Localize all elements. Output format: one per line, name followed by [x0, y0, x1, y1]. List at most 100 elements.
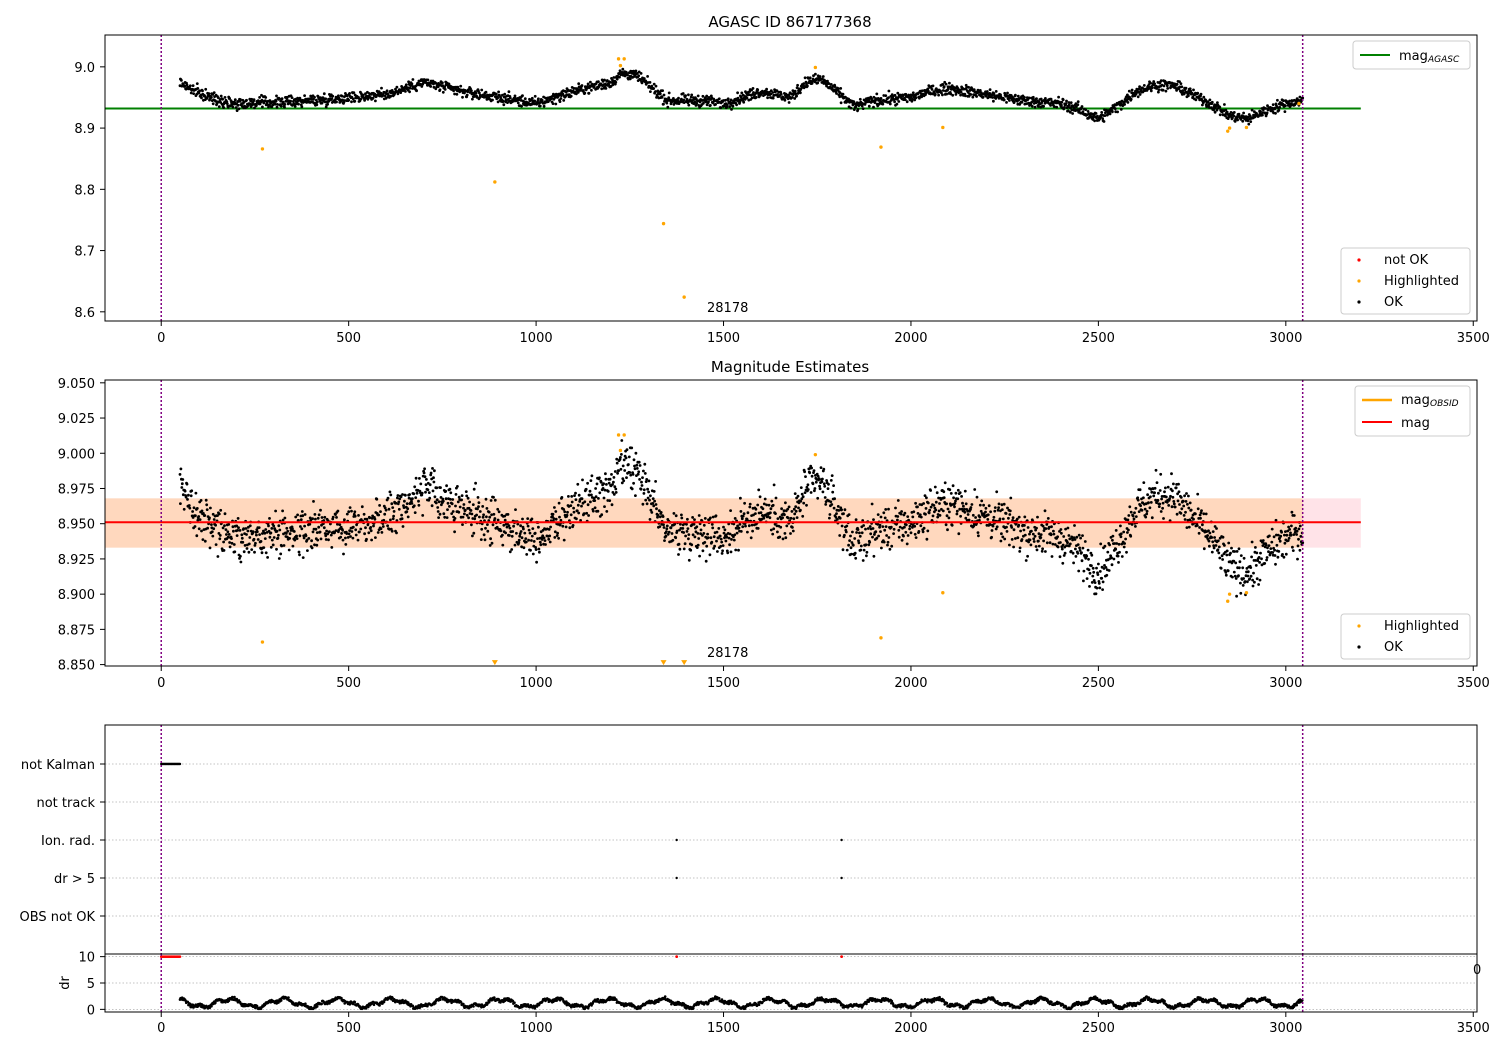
agasc-title: AGASC ID 867177368 [708, 13, 871, 31]
magnitude-ok-point [1242, 556, 1246, 560]
magnitude-ok-point [758, 495, 762, 499]
magnitude-ok-point [1129, 510, 1133, 514]
magnitude-ok-point [1232, 570, 1236, 574]
agasc-xtick-label: 0 [157, 331, 165, 346]
agasc-ok-point [975, 95, 978, 98]
magnitude-ok-point [685, 530, 689, 533]
magnitude-ok-point [623, 469, 627, 472]
agasc-ok-point [1247, 122, 1251, 126]
magnitude-ok-point [1041, 547, 1044, 551]
magnitude-ok-point [844, 530, 848, 534]
magnitude-ok-point [860, 531, 864, 535]
magnitude-ok-point [1269, 547, 1273, 550]
magnitude-ok-point [999, 539, 1003, 543]
agasc-ytick-label: 8.8 [74, 183, 95, 198]
magnitude-ok-point [211, 534, 215, 538]
magnitude-ok-point [1166, 485, 1170, 489]
magnitude-ok-point [854, 518, 858, 522]
magnitude-ok-point [1033, 534, 1037, 538]
agasc-ok-point [353, 99, 357, 103]
magnitude-ok-point [262, 546, 266, 549]
magnitude-ok-point [1119, 524, 1122, 528]
magnitude-ok-point [448, 505, 451, 508]
magnitude-ok-point [268, 535, 272, 539]
magnitude-ok-point [1183, 494, 1186, 498]
magnitude-ok-point [302, 536, 306, 540]
magnitude-ok-point [496, 507, 500, 511]
magnitude-ok-point [687, 533, 691, 536]
magnitude-ok-point [585, 511, 589, 515]
magnitude-ok-point [1164, 486, 1167, 490]
agasc-ok-point [662, 102, 665, 106]
flags-point [840, 838, 843, 842]
magnitude-ok-point [683, 542, 687, 546]
magnitude-ok-point [742, 512, 746, 516]
magnitude-ok-point [732, 538, 736, 542]
magnitude-ok-point [989, 510, 992, 514]
magnitude-ok-point [919, 515, 923, 519]
magnitude-ok-point [341, 538, 345, 542]
magnitude-ok-point [977, 534, 980, 538]
magnitude-ok-point [1280, 530, 1283, 534]
magnitude-ok-point [298, 534, 302, 538]
magnitude-ok-point [1139, 504, 1142, 508]
agasc-ok-point [986, 96, 990, 99]
magnitude-ok-point [279, 552, 283, 556]
magnitude-ok-point [450, 502, 454, 506]
agasc-ok-point [1161, 88, 1165, 92]
magnitude-ok-point [801, 495, 805, 499]
magnitude-ok-point [1017, 515, 1021, 519]
magnitude-ok-point [437, 516, 440, 519]
agasc-ok-point [1100, 111, 1104, 114]
magnitude-ok-point [354, 533, 358, 537]
agasc-ok-point [1223, 103, 1226, 106]
magnitude-ok-point [417, 503, 421, 507]
magnitude-ok-point [769, 511, 772, 515]
magnitude-ok-point [391, 517, 395, 521]
agasc-ok-point [1058, 100, 1061, 104]
magnitude-ok-point [197, 527, 201, 531]
agasc-ok-point [839, 87, 843, 90]
magnitude-ok-point [884, 508, 888, 511]
magnitude-ok-point [817, 477, 821, 481]
agasc-ok-point [796, 83, 799, 87]
agasc-ok-point [626, 73, 629, 77]
agasc-ok-point [1075, 108, 1079, 111]
agasc-ok-point [903, 98, 907, 101]
agasc-ok-point [841, 92, 845, 96]
magnitude-ok-point [1018, 550, 1022, 553]
magnitude-ok-point [857, 541, 861, 545]
agasc-ok-point [1084, 108, 1088, 111]
magnitude-ok-point [236, 517, 240, 520]
magnitude-ok-point [722, 525, 725, 529]
magnitude-ok-point [1080, 551, 1083, 554]
magnitude-ok-point [735, 531, 739, 535]
magnitude-ok-point [971, 513, 975, 517]
magnitude-ok-point [1210, 536, 1214, 539]
magnitude-ok-point [556, 531, 559, 535]
agasc-ok-point [1069, 106, 1073, 110]
magnitude-highlighted-point [941, 591, 945, 595]
agasc-ok-point [1005, 101, 1008, 104]
magnitude-ok-point [687, 537, 690, 541]
magnitude-ok-point [1197, 531, 1201, 535]
magnitude-ok-point [903, 511, 907, 515]
magnitude-ok-point [1091, 574, 1095, 578]
magnitude-ok-point [510, 548, 514, 551]
magnitude-ok-point [327, 538, 330, 542]
agasc-ok-point [637, 74, 641, 78]
magnitude-ok-point [415, 491, 419, 495]
magnitude-highlighted-point [1227, 592, 1232, 596]
magnitude-ok-point [573, 494, 576, 497]
agasc-ok-point [816, 81, 820, 85]
magnitude-ok-point [1018, 546, 1022, 550]
magnitude-ok-point [437, 500, 441, 504]
magnitude-ok-point [179, 502, 182, 505]
magnitude-ok-point [298, 553, 301, 557]
magnitude-ok-point [1037, 544, 1041, 548]
magnitude-ok-point [412, 492, 416, 496]
magnitude-ok-point [709, 516, 712, 520]
magnitude-ok-point [1179, 496, 1183, 499]
magnitude-ok-point [335, 516, 338, 519]
magnitude-ok-point [481, 515, 485, 519]
